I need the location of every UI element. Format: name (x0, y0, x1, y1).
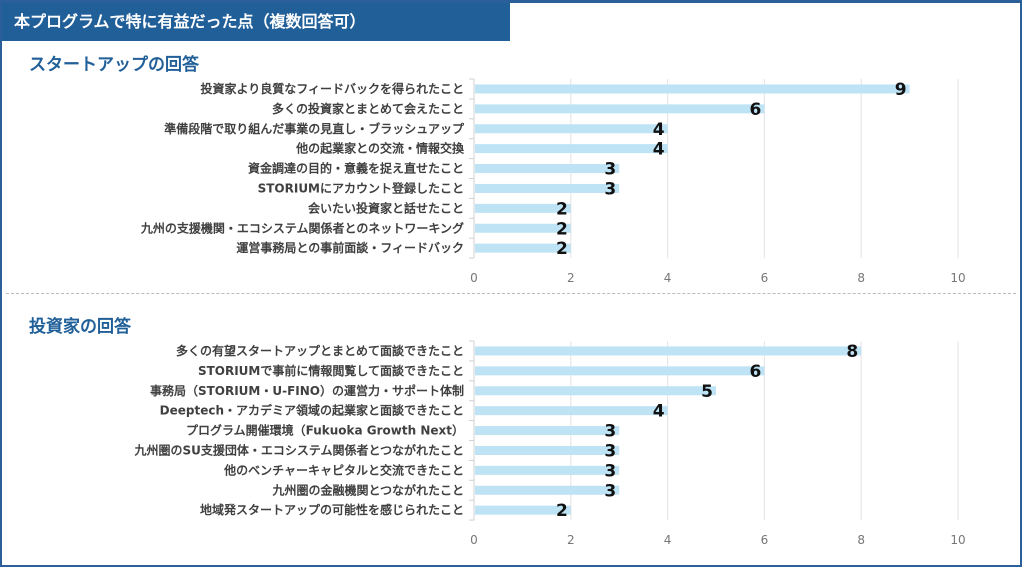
category-label: プログラム開催環境（Fukuoka Growth Next） (186, 423, 464, 438)
bar (475, 84, 910, 94)
value-label: 4 (653, 402, 665, 422)
x-tick-label: 4 (664, 271, 672, 285)
value-label: 4 (653, 140, 665, 160)
value-label: 2 (556, 239, 568, 259)
bar (475, 164, 620, 174)
bar (475, 124, 668, 134)
bar (475, 465, 620, 475)
value-label: 2 (556, 501, 568, 521)
section-divider (6, 293, 1016, 294)
x-tick-label: 6 (761, 533, 769, 547)
investor-section-title: 投資家の回答 (29, 317, 131, 337)
value-label: 6 (750, 100, 762, 120)
value-label: 3 (604, 461, 616, 481)
bar (475, 223, 571, 233)
bar (475, 346, 862, 356)
category-label: 資金調達の目的・意義を捉え直せたこと (248, 161, 464, 176)
value-label: 3 (604, 441, 616, 461)
value-label: 2 (556, 199, 568, 219)
bar (475, 445, 620, 455)
bar (475, 243, 571, 253)
bar (475, 203, 571, 213)
value-label: 9 (895, 80, 907, 100)
bar (475, 426, 620, 436)
page-title: 本プログラムで特に有益だった点（複数回答可） (2, 3, 510, 41)
category-label: 他の起業家との交流・情報交換 (295, 141, 465, 156)
bar (475, 183, 620, 193)
category-label: STORIUMにアカウント登録したこと (258, 180, 464, 195)
bar (475, 386, 716, 396)
startup-section-title: スタートアップの回答 (29, 55, 199, 75)
value-label: 8 (846, 342, 858, 362)
value-label: 3 (604, 160, 616, 180)
value-label: 3 (604, 422, 616, 442)
value-label: 5 (701, 382, 713, 402)
investor-chart: 0 2 4 6 8 10 多くの有望スタートアップとまとめて面談できたこと 8 STORIUMで… (133, 340, 966, 547)
value-label: 6 (750, 362, 762, 382)
category-label: 会いたい投資家と話せたこと (308, 200, 464, 215)
x-tick-label: 6 (761, 271, 769, 285)
value-label: 4 (653, 120, 665, 140)
bar (475, 406, 668, 416)
bar (475, 144, 668, 154)
bar (475, 104, 765, 114)
x-tick-label: 2 (567, 271, 575, 285)
startup-chart: 0 2 4 6 8 10 投資家より良質なフィードバックを得られたこと 9 多くの投資家とまとめ… (140, 78, 966, 285)
category-label: 九州圏の金融機関とつながれたこと (271, 482, 464, 497)
category-label: 投資家より良質なフィードバックを得られたこと (200, 81, 464, 96)
x-tick-label: 0 (470, 271, 478, 285)
bar (475, 485, 620, 495)
x-tick-label: 8 (857, 271, 865, 285)
value-label: 3 (604, 481, 616, 501)
category-label: 他のベンチャーキャピタルと交流できたこと (223, 462, 464, 477)
bar (475, 366, 765, 376)
category-label: 九州の支援機関・エコシステム関係者とのネットワーキング (140, 220, 464, 235)
x-tick-label: 10 (950, 271, 965, 285)
x-tick-label: 10 (950, 533, 965, 547)
category-label: 地域発スタートアップの可能性を感じられたこと (200, 502, 464, 517)
bar (475, 505, 571, 515)
category-label: 多くの投資家とまとめて会えたこと (272, 101, 464, 116)
x-tick-label: 0 (470, 533, 478, 547)
category-label: 多くの有望スタートアップとまとめて面談できたこと (176, 343, 464, 358)
category-label: 準備段階で取り組んだ事業の見直し・ブラッシュアップ (164, 121, 465, 136)
value-label: 3 (604, 179, 616, 199)
category-label: 九州圏のSU支援団体・エコシステム関係者とつながれたこと (133, 442, 464, 457)
category-label: 事務局（STORIUM・U-FINO）の運営力・サポート体制 (150, 383, 464, 398)
x-tick-label: 8 (857, 533, 865, 547)
x-tick-label: 4 (664, 533, 672, 547)
category-label: Deeptech・アカデミア領域の起業家と面談できたこと (160, 403, 464, 418)
category-label: 運営事務局との事前面談・フィードバック (236, 240, 464, 255)
category-label: STORIUMで事前に情報閲覧して面談できたこと (198, 363, 464, 378)
value-label: 2 (556, 219, 568, 239)
x-tick-label: 2 (567, 533, 575, 547)
